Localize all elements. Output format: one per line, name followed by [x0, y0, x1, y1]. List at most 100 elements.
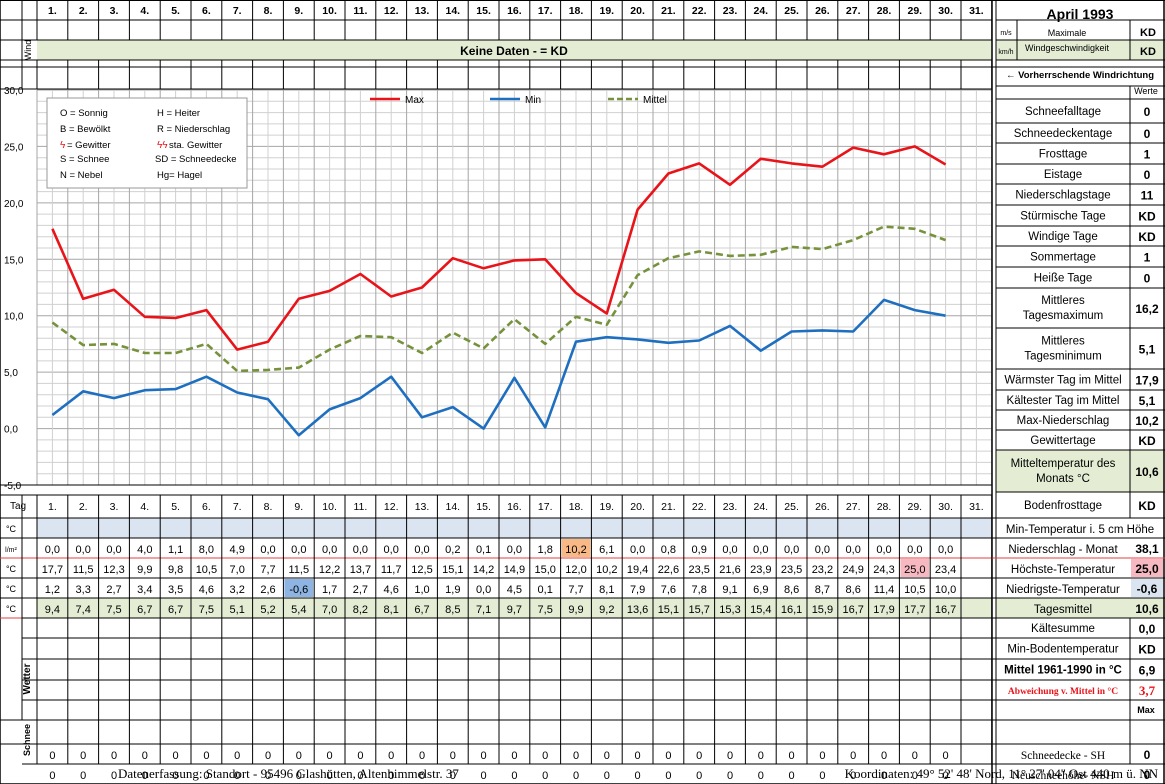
day-header-bottom: 2. [79, 501, 88, 513]
stat-value: KD [1138, 230, 1156, 244]
table-cell: 0,0 [722, 544, 737, 556]
day-header: 18. [569, 5, 584, 17]
table-cell: 8,5 [445, 604, 460, 616]
snow-cell: 0 [604, 770, 610, 782]
day-header-bottom: 15. [476, 501, 491, 513]
legend-schnee: S = Schnee [60, 154, 109, 165]
table-cell: 0,0 [907, 544, 922, 556]
stat-label: Mittleres Tagesminimum [1024, 336, 1101, 363]
stat-label: Bodenfrosttage [1024, 500, 1102, 512]
table-cell: 11,5 [73, 564, 94, 576]
table-cell: 13,6 [627, 604, 648, 616]
mittel-band [37, 598, 992, 618]
stat-value: 11 [1141, 189, 1154, 203]
table-cell: 5,2 [260, 604, 275, 616]
table-cell: 3,3 [76, 584, 91, 596]
snow-cell: 0 [727, 770, 733, 782]
day-header: 25. [784, 5, 799, 17]
table-cell: 0,0 [784, 544, 799, 556]
row-total: 10,6 [1135, 602, 1159, 616]
table-cell: 0,0 [938, 544, 953, 556]
table-cell: 9,9 [137, 564, 152, 576]
table-cell: 5,1 [230, 604, 245, 616]
table-cell: 9,1 [722, 584, 737, 596]
legend-bewoelkt: B = Bewölkt [60, 124, 111, 135]
highlight-cell [284, 579, 314, 597]
table-cell: 22,6 [658, 564, 679, 576]
day-header: 7. [233, 5, 242, 17]
table-cell: 7,7 [568, 584, 583, 596]
table-cell: 1,8 [538, 544, 553, 556]
table-cell: 24,3 [873, 564, 894, 576]
table-cell: 1,9 [445, 584, 460, 596]
legend-sta-gewitter: sta. Gewitter [169, 140, 222, 151]
table-cell: 12,5 [411, 564, 432, 576]
table-cell: 10,5 [904, 584, 925, 596]
extra-value: 6,9 [1139, 664, 1156, 678]
day-header-bottom: 10. [322, 501, 337, 513]
extra-value: 0,0 [1139, 622, 1156, 636]
snow-cell: 0 [49, 770, 55, 782]
snow-cell: 0 [49, 750, 55, 762]
table-cell: 10,5 [196, 564, 217, 576]
table-cell: 25,0 [904, 564, 925, 576]
y-tick-label: 0,0 [4, 425, 18, 436]
table-cell: 0,0 [876, 544, 891, 556]
extra-label: Mittel 1961-1990 in °C [1004, 665, 1122, 677]
snow-cell: 0 [727, 750, 733, 762]
cell-highlights [284, 539, 1163, 597]
snow-cell: 0 [419, 750, 425, 762]
snow-cell: 0 [696, 750, 702, 762]
row-total: 25,0 [1135, 562, 1159, 576]
y-tick-label: 15,0 [4, 255, 24, 266]
stat-value: 10,2 [1135, 414, 1159, 428]
table-cell: 23,5 [781, 564, 802, 576]
snow-cell: 0 [542, 770, 548, 782]
footer-location: Datenerfassung: Standort - 95496 Glashüt… [118, 766, 459, 781]
wind-nodata-bar [37, 40, 992, 60]
snow-cell: 0 [696, 770, 702, 782]
snow-cell: 0 [357, 770, 363, 782]
table-cell: 0,0 [815, 544, 830, 556]
snow-cell: 0 [419, 770, 425, 782]
day-header: 11. [353, 5, 367, 17]
table-cell: 8,1 [599, 584, 614, 596]
stat-label: Stürmische Tage [1020, 211, 1105, 223]
snow-cell: 0 [203, 770, 209, 782]
snow-cell: 0 [789, 770, 795, 782]
stat-value: 0 [1144, 105, 1151, 119]
day-header: 8. [264, 5, 273, 17]
day-header: 10. [322, 5, 337, 17]
day-header-bottom: 9. [294, 501, 303, 513]
table-cell: 9,9 [568, 604, 583, 616]
wind-label: Wind [23, 40, 33, 61]
stat-label: Niederschlagstage [1015, 190, 1110, 202]
table-cell: 6,7 [414, 604, 429, 616]
snow-cell: 0 [511, 750, 517, 762]
table-cell: 5,4 [291, 604, 306, 616]
day-header-bottom: 24. [753, 501, 768, 513]
table-cell: 1,0 [414, 584, 429, 596]
stat-label: Gewittertage [1030, 435, 1095, 447]
wind-nodata: Keine Daten - = KD [460, 44, 568, 58]
day-header: 19. [599, 5, 614, 17]
series-legend: Max Min Mittel [370, 95, 667, 106]
day-header: 16. [507, 5, 522, 17]
extra-label: Kältesumme [1031, 623, 1095, 635]
row-unit: °C [6, 584, 17, 594]
snow-cell: 0 [665, 770, 671, 782]
snow-cell: 0 [327, 770, 333, 782]
table-cell: 7,5 [199, 604, 214, 616]
day-header: 28. [877, 5, 892, 17]
table-cell: 0,0 [45, 544, 60, 556]
table-cell: 2,7 [353, 584, 368, 596]
table-cell: 8,1 [384, 604, 399, 616]
snow-cell: 0 [80, 770, 86, 782]
monthly-mean-box [996, 450, 1165, 492]
table-cell: 2,7 [106, 584, 121, 596]
table-cell: 23,2 [812, 564, 833, 576]
day-header: 9. [294, 5, 303, 17]
day-header-bottom: 18. [569, 501, 584, 513]
table-cell: 17,9 [873, 604, 894, 616]
